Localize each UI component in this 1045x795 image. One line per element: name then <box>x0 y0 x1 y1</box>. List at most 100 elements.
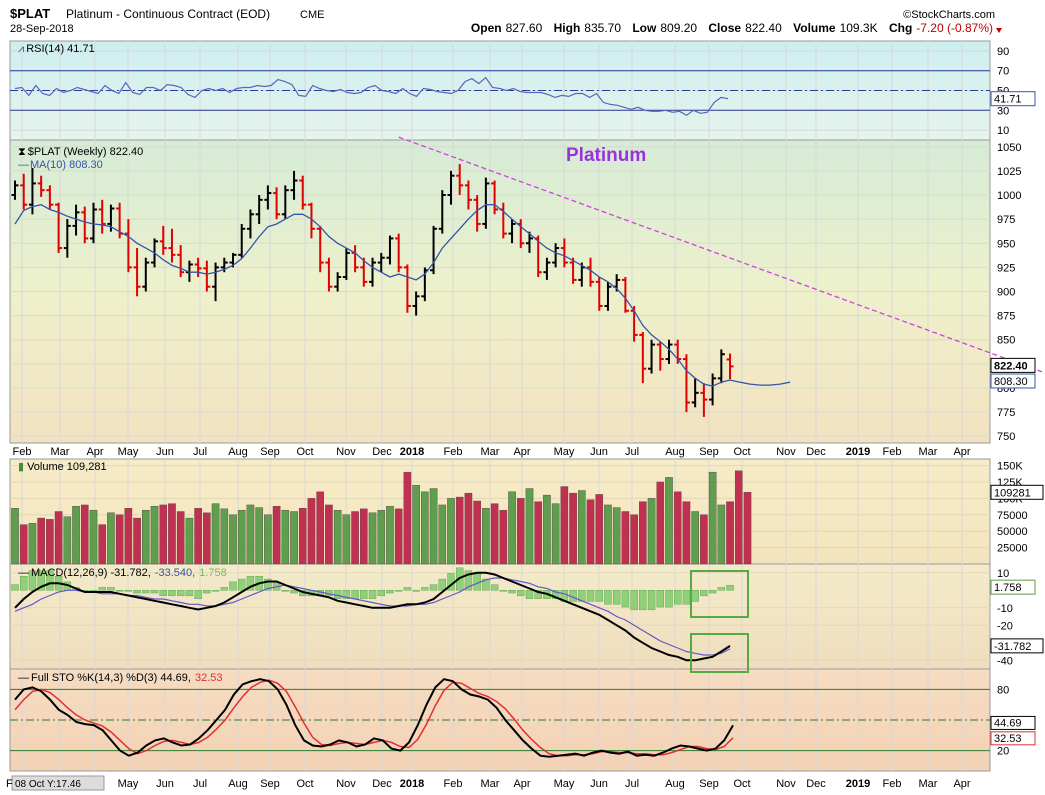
chart-date: 28-Sep-2018 <box>10 23 74 35</box>
x-axis-top-label: Aug <box>228 446 248 458</box>
macd-value-tag-text: -31.782 <box>994 641 1031 653</box>
volume-bar <box>141 509 150 565</box>
volume-bar <box>37 517 45 565</box>
volume-bar <box>11 508 19 565</box>
volume-bar <box>543 494 551 565</box>
macd-histogram-bar <box>586 590 595 602</box>
volume-bar <box>98 524 106 565</box>
x-axis-top-label: Mar <box>481 446 500 458</box>
macd-histogram-bar <box>281 590 290 592</box>
volume-bar <box>499 509 508 565</box>
macd-histogram-bar <box>168 590 176 597</box>
volume-bar <box>604 504 612 565</box>
volume-bar <box>168 503 176 565</box>
x-axis-top-label: Apr <box>513 446 530 458</box>
volume-tag-text: 109281 <box>994 487 1031 499</box>
macd-histogram-bar <box>612 590 621 605</box>
macd-histogram-bar <box>508 590 516 594</box>
x-axis-bottom-label: Feb <box>883 778 902 790</box>
volume-bar <box>569 492 577 565</box>
volume-bar <box>333 509 342 565</box>
x-axis-top-label: 2018 <box>400 446 424 458</box>
x-axis-top-label: May <box>554 446 575 458</box>
macd-histogram-bar <box>551 590 560 599</box>
volume-bar <box>351 511 359 565</box>
volume-bar <box>525 488 534 565</box>
volume-bar <box>176 511 185 565</box>
x-axis-bottom-label: Dec <box>806 778 826 790</box>
cursor-readout: 08 Oct Y:17.46 <box>15 779 81 790</box>
x-axis-top-label: Oct <box>296 446 313 458</box>
x-axis-top-label: Jul <box>625 446 639 458</box>
volume-bar <box>586 499 595 565</box>
volume-title: ▮ Volume 109,281 <box>18 461 107 473</box>
macd-plot: 10 -10 -20 -40 1.758 -31.782 <box>10 567 1044 673</box>
macd-tick-label: -20 <box>997 620 1013 632</box>
x-axis-top-label: 2019 <box>846 446 870 458</box>
price-tick-label: 750 <box>997 431 1015 443</box>
price-tick-label: 850 <box>997 335 1015 347</box>
x-axis-top-label: Feb <box>883 446 902 458</box>
volume-bar <box>237 509 246 565</box>
volume-bar <box>394 508 403 565</box>
x-axis-bottom-label: Nov <box>336 778 356 790</box>
symbol: $PLAT <box>10 6 50 21</box>
volume-bar <box>438 504 447 565</box>
rsi-tick-label: 30 <box>997 105 1009 117</box>
axis-labels: Feb Mar Apr May Jun Jul Aug Sep Oct Nov Dec 2018 Feb… <box>13 446 971 790</box>
macd-tick-label: -40 <box>997 655 1013 667</box>
macd-histogram-bar <box>377 590 385 597</box>
price-tick-label: 1025 <box>997 166 1021 178</box>
volume-bar <box>368 512 377 565</box>
macd-histogram-bar <box>176 590 185 597</box>
x-axis-bottom-label: Mar <box>481 778 500 790</box>
x-axis-bottom-label: Mar <box>919 778 938 790</box>
macd-histogram-bar <box>708 590 717 594</box>
cursor-edge-label: F <box>6 778 13 790</box>
x-axis-bottom-label: Nov <box>776 778 796 790</box>
volume-plot: 150K125K100K750005000025000109281 <box>10 461 1044 565</box>
volume-bar <box>473 500 481 565</box>
x-axis-bottom-label: Jul <box>625 778 639 790</box>
macd-histogram-bar <box>674 590 682 605</box>
sto-d-tag-text: 32.53 <box>994 733 1022 745</box>
x-axis-bottom-label: Apr <box>513 778 530 790</box>
macd-value-tag-box <box>990 638 1044 654</box>
macd-histogram-bar <box>482 578 490 591</box>
price-tick-label: 975 <box>997 214 1015 226</box>
volume-bar <box>203 512 211 565</box>
price-plot: 1050102510009759509259008758508258007757… <box>10 136 1045 443</box>
x-axis-bottom-label: Dec <box>372 778 392 790</box>
macd-histogram-highlight-box <box>690 570 749 618</box>
macd-histogram-bar <box>115 590 124 592</box>
volume-bar <box>229 514 237 565</box>
macd-histogram-bar <box>124 590 133 592</box>
macd-histogram-bar <box>499 590 508 592</box>
x-axis-top-label: Apr <box>86 446 103 458</box>
macd-line <box>14 571 731 662</box>
volume-bar <box>298 508 307 565</box>
x-axis-bottom-label: Jun <box>156 778 174 790</box>
volume-bar <box>325 504 333 565</box>
stochastic-plot: 80 20 44.69 32.53 <box>10 678 1036 758</box>
macd-histogram-bar <box>717 587 726 591</box>
x-axis-bottom-label: Oct <box>733 778 750 790</box>
ma10-line <box>14 204 791 387</box>
volume-tick-label: 50000 <box>997 526 1028 538</box>
sto-tick-label: 20 <box>997 746 1009 758</box>
price-tick-label: 875 <box>997 311 1015 323</box>
volume-bar <box>455 496 464 565</box>
platinum-annotation: Platinum <box>566 145 646 166</box>
rsi-value-text: 41.71 <box>994 94 1022 106</box>
x-axis-bottom-label: Aug <box>228 778 248 790</box>
volume-bar <box>708 471 717 565</box>
price-tick-label: 950 <box>997 238 1015 250</box>
x-axis-top-label: Oct <box>733 446 750 458</box>
ma-legend: —MA(10) 808.30 <box>18 159 103 171</box>
volume-bar <box>647 498 656 565</box>
price-tag-text: 822.40 <box>994 360 1028 372</box>
sto-k-line <box>14 678 734 758</box>
volume-bar <box>211 503 220 565</box>
macd-signal-line <box>14 577 731 656</box>
macd-histogram-bar <box>595 590 603 602</box>
